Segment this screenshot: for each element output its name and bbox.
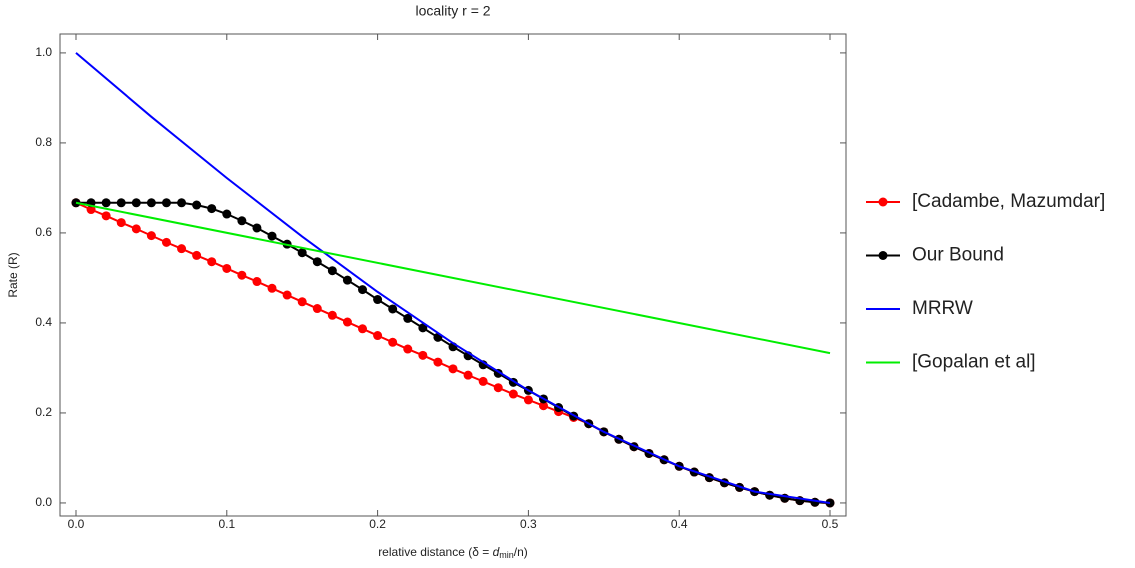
data-point <box>388 337 398 347</box>
y-tick-label: 1.0 <box>35 45 52 59</box>
x-label-part: d <box>493 545 500 559</box>
x-tick-label: 0.3 <box>520 517 537 531</box>
data-point <box>327 266 337 276</box>
data-point <box>433 357 443 367</box>
y-axis-label: Rate (R) <box>6 252 20 297</box>
data-point <box>192 250 202 260</box>
data-point <box>237 270 247 280</box>
data-point <box>252 277 262 287</box>
data-point <box>131 198 141 208</box>
data-point <box>358 285 368 295</box>
data-point <box>312 257 322 267</box>
data-point <box>177 244 187 254</box>
data-point <box>101 211 111 221</box>
data-point <box>177 198 187 208</box>
data-point <box>418 323 428 333</box>
plot-frame <box>59 33 847 517</box>
data-point <box>237 216 247 226</box>
data-point <box>267 231 277 241</box>
data-point <box>252 223 262 233</box>
x-tick-label: 0.0 <box>68 517 85 531</box>
x-label-part: min <box>499 550 514 560</box>
data-point <box>312 304 322 314</box>
y-tick-label: 0.6 <box>35 225 52 239</box>
data-point <box>222 209 232 219</box>
data-point <box>478 376 488 386</box>
data-point <box>86 205 96 215</box>
x-tick-label: 0.2 <box>369 517 386 531</box>
legend-marker <box>878 251 888 260</box>
x-label-part: relative distance (δ = <box>378 545 492 559</box>
x-tick-label: 0.1 <box>218 517 235 531</box>
series-line <box>75 201 831 504</box>
series-line <box>75 201 831 355</box>
data-point <box>388 304 398 314</box>
data-point <box>403 344 413 354</box>
legend-label: [Gopalan et al] <box>912 352 1036 373</box>
data-point <box>116 198 126 208</box>
data-point <box>192 200 202 210</box>
data-point <box>373 295 383 305</box>
data-point <box>538 401 548 411</box>
data-point <box>207 257 217 267</box>
data-point <box>373 331 383 341</box>
data-point <box>282 290 292 300</box>
data-point <box>403 313 413 323</box>
data-point <box>161 198 171 208</box>
y-tick-label: 0.4 <box>35 315 52 329</box>
data-point <box>493 383 503 393</box>
legend-label: MRRW <box>912 298 973 319</box>
series-line <box>75 52 831 504</box>
data-point <box>463 370 473 380</box>
data-point <box>131 224 141 234</box>
data-point <box>207 204 217 214</box>
y-tick-label: 0.0 <box>35 495 52 509</box>
y-tick-label: 0.8 <box>35 135 52 149</box>
data-point <box>146 198 156 208</box>
x-label-part: /n) <box>514 545 528 559</box>
data-point <box>810 497 820 507</box>
data-point <box>342 275 352 285</box>
data-point <box>342 317 352 327</box>
data-point <box>146 231 156 241</box>
chart-title: locality r = 2 <box>415 3 490 19</box>
data-point <box>222 263 232 273</box>
data-point <box>297 248 307 258</box>
data-point <box>523 395 533 405</box>
x-tick-label: 0.5 <box>822 517 839 531</box>
legend-marker <box>878 197 888 207</box>
legend-label: [Cadambe, Mazumdar] <box>912 191 1105 212</box>
data-point <box>508 389 518 399</box>
data-point <box>101 198 111 208</box>
data-point <box>418 350 428 360</box>
data-point <box>327 310 337 320</box>
data-point <box>358 324 368 334</box>
series-line <box>75 201 831 504</box>
data-point <box>448 364 458 374</box>
data-point <box>116 218 126 228</box>
x-tick-label: 0.4 <box>671 517 688 531</box>
x-axis-label: relative distance (δ = dmin/n) <box>378 545 528 560</box>
data-point <box>297 297 307 307</box>
data-point <box>267 283 277 293</box>
y-tick-label: 0.2 <box>35 405 52 419</box>
data-point <box>161 237 171 247</box>
legend-label: Our Bound <box>912 245 1004 266</box>
